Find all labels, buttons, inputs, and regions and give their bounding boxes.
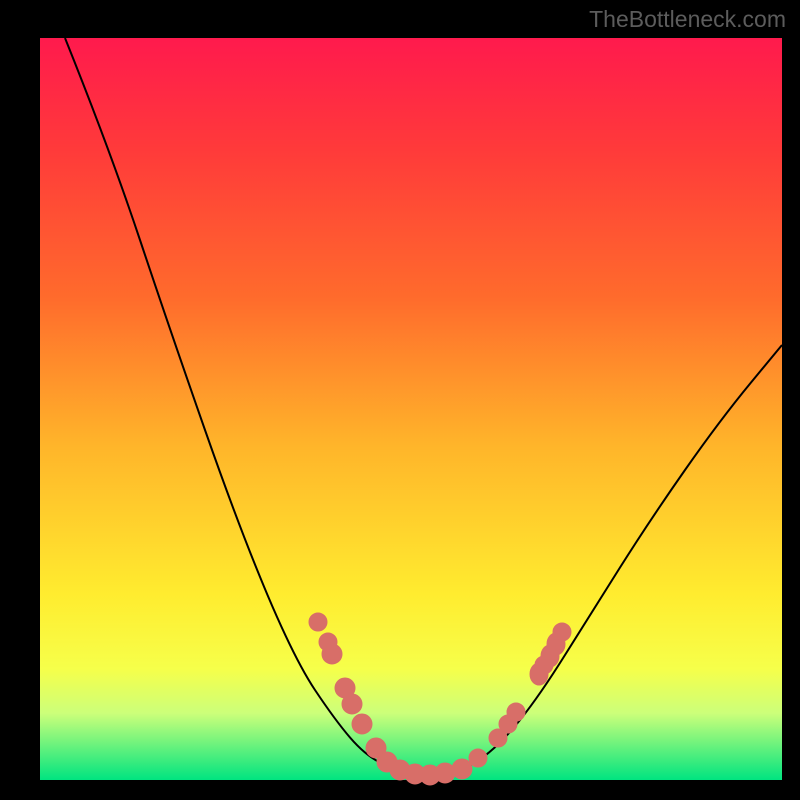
gradient-background [40,38,782,780]
figure-container: { "watermark": { "text": "TheBottleneck.… [0,0,800,800]
watermark-text: TheBottleneck.com [589,6,786,33]
